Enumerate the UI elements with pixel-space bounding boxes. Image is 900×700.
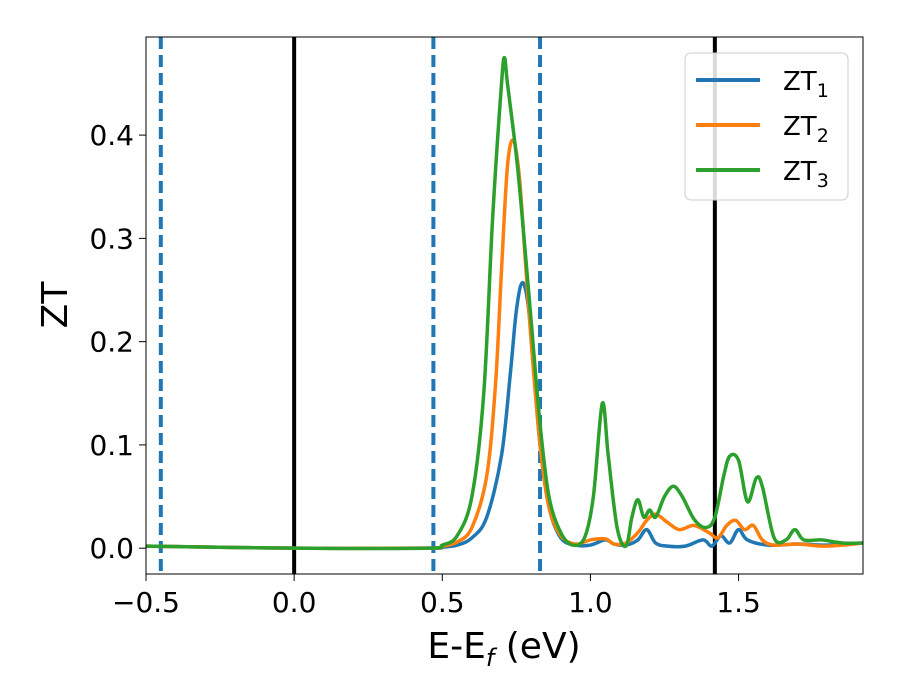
x-tick-label: 0.5 [420, 586, 465, 619]
x-tick-label: 1.0 [568, 586, 613, 619]
legend: ZT1 ZT2 ZT3 [684, 52, 849, 201]
legend-box [684, 52, 849, 201]
legend-label-zt1: ZT1 [783, 67, 829, 102]
x-tick-label: 1.5 [716, 586, 761, 619]
x-tick-label: 0.0 [272, 586, 317, 619]
series-line-zt2 [146, 138, 863, 551]
y-tick-label: 0.1 [89, 429, 134, 462]
series-lines [146, 55, 863, 551]
legend-label-zt2: ZT2 [783, 112, 829, 147]
x-tick-label: −0.5 [112, 586, 180, 619]
y-tick-label: 0.0 [89, 532, 134, 565]
x-axis-label: E-Ef (eV) [427, 626, 580, 672]
y-tick-label: 0.4 [89, 119, 134, 152]
x-axis-ticks: −0.5 0.0 0.5 1.0 1.5 [112, 574, 761, 619]
plot-frame [145, 36, 864, 575]
y-tick-label: 0.2 [89, 326, 134, 359]
y-tick-label: 0.3 [89, 222, 134, 255]
series-line-zt3 [146, 55, 863, 551]
series-line-zt1 [146, 281, 863, 551]
y-axis-label: ZT [35, 281, 76, 329]
y-axis-ticks: 0.0 0.1 0.2 0.3 0.4 [89, 119, 146, 565]
legend-label-zt3: ZT3 [783, 157, 829, 192]
